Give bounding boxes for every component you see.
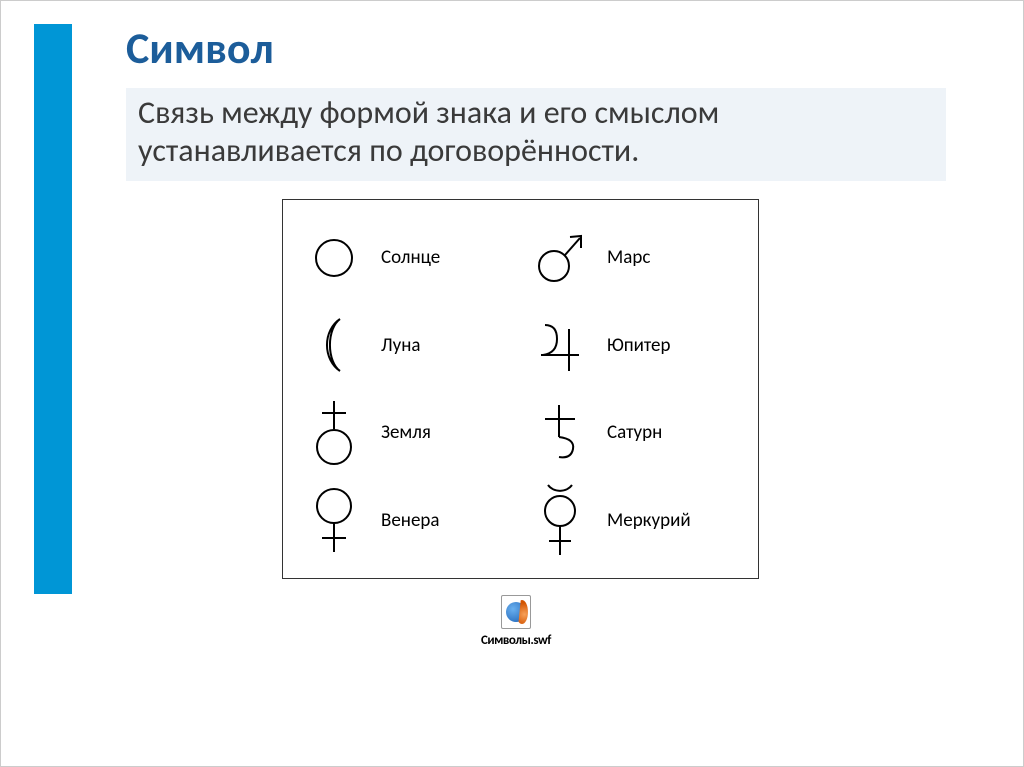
subtitle-text: Связь между формой знака и его смыслом у… — [138, 94, 934, 171]
label-moon: Луна — [377, 334, 517, 357]
file-link[interactable]: Символы.swf — [481, 595, 551, 648]
mars-icon — [525, 230, 595, 286]
label-sun: Солнце — [377, 246, 517, 269]
label-jupiter: Юпитер — [603, 334, 738, 357]
planet-symbols-diagram: Солнце Марс Луна Юпитер Земля — [282, 199, 759, 579]
page-title: Символ — [126, 21, 274, 75]
saturn-icon — [525, 401, 595, 465]
label-venus: Венера — [377, 509, 517, 532]
earth-icon — [299, 397, 369, 469]
mercury-icon — [525, 481, 595, 559]
sun-icon — [299, 234, 369, 282]
jupiter-icon — [525, 315, 595, 375]
subtitle-box: Связь между формой знака и его смыслом у… — [126, 88, 946, 181]
accent-sidebar — [34, 24, 72, 594]
label-saturn: Сатурн — [603, 421, 738, 444]
file-label: Символы.swf — [481, 633, 551, 648]
label-mars: Марс — [603, 246, 738, 269]
firefox-file-icon — [501, 595, 531, 629]
label-earth: Земля — [377, 421, 517, 444]
moon-icon — [299, 313, 369, 377]
label-mercury: Меркурий — [603, 509, 738, 532]
venus-icon — [299, 484, 369, 556]
